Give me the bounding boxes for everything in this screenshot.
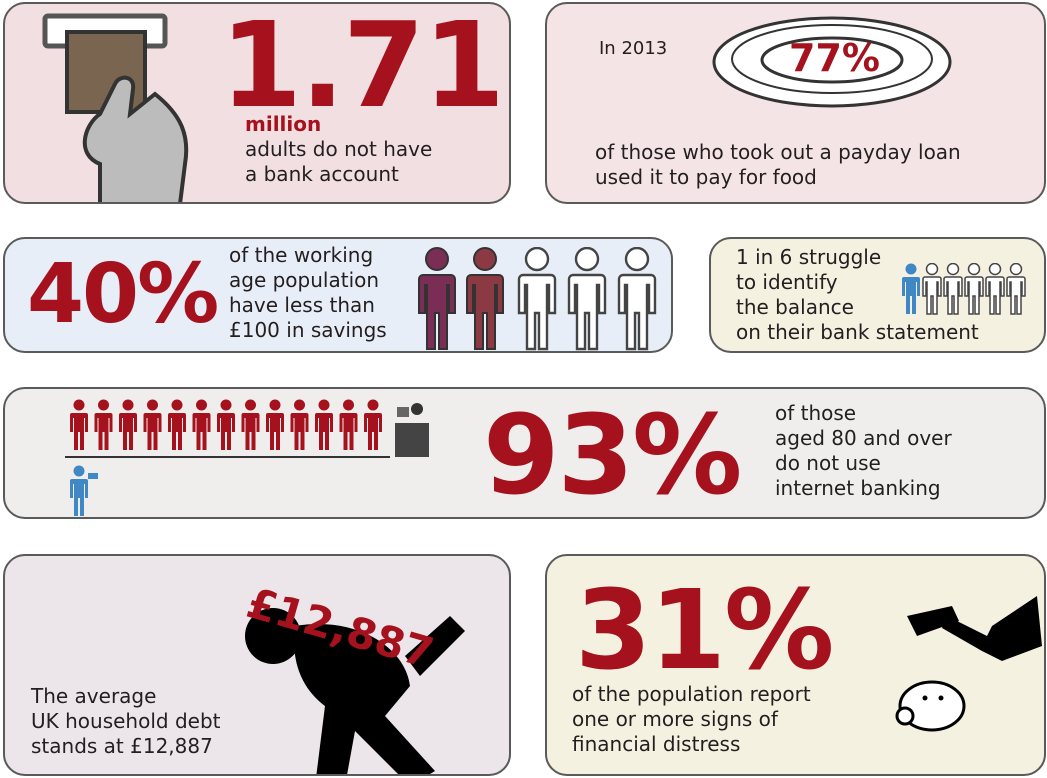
caption-line: £100 in savings (229, 318, 387, 342)
queue-person (70, 399, 88, 450)
queue-person (364, 399, 382, 450)
burdened-figure-icon (245, 608, 465, 774)
caption-line: age population (229, 268, 380, 292)
caption-line: 1 in 6 struggle (736, 245, 882, 269)
queue-person (168, 399, 186, 450)
caption-line: The average (31, 684, 157, 708)
year: In 2013 (599, 38, 668, 59)
caption-line: financial distress (572, 732, 741, 756)
household-debt-panel: £12,887 The average UK household debt st… (3, 554, 511, 776)
caption: of those who took out a payday loan used… (595, 140, 961, 190)
payday-loan-panel: In 2013 77% of those who took out a payd… (545, 2, 1046, 204)
queue-person (290, 399, 309, 450)
caption-line: of the population report (572, 682, 811, 706)
caption-line: of the working (229, 243, 374, 267)
caption-line: used it to pay for food (595, 165, 817, 189)
unit: million (245, 112, 322, 136)
caption-line: have less than (229, 293, 375, 317)
queue-person (217, 399, 235, 450)
caption-line: of those who took out a payday loan (595, 140, 961, 164)
caption-line: do not use (775, 451, 881, 475)
bank-statement-panel: 1 in 6 struggle to identify the balance … (709, 237, 1046, 353)
card-hand-icon (42, 13, 189, 202)
caption-line: to identify (736, 270, 838, 294)
caption: The average UK household debt stands at … (31, 684, 220, 759)
caption-line: of those (775, 401, 857, 425)
caption: of the population report one or more sig… (572, 682, 811, 757)
caption-line: adults do not have (245, 137, 433, 161)
queue-person (192, 399, 211, 450)
caption-line: UK household debt (31, 709, 221, 733)
figure: 93% (483, 391, 742, 519)
internet-banking-panel: 93% of those aged 80 and over do not use… (3, 387, 1046, 519)
plate-icon (712, 16, 952, 108)
queue-person (241, 399, 260, 450)
queue-person (315, 399, 333, 450)
caption: adults do not have a bank account (245, 137, 432, 187)
bank-account-panel: 1.71 million adults do not have a bank a… (3, 2, 511, 204)
queue-person (339, 399, 358, 450)
caption-line: stands at £12,887 (31, 734, 213, 758)
queue-person (94, 399, 113, 450)
hammer-piggy-icon (895, 596, 1042, 732)
queue-person (266, 399, 284, 450)
caption: of those aged 80 and over do not use int… (775, 401, 952, 501)
caption-line: internet banking (775, 476, 941, 500)
figure: 77% (789, 36, 880, 80)
figure: 31% (575, 566, 834, 694)
figure: 1.71 (220, 2, 505, 134)
caption: of the working age population have less … (229, 243, 387, 343)
caption-line: the balance (736, 295, 854, 319)
caption-line: aged 80 and over (775, 426, 952, 450)
savings-panel: 40% of the working age population have l… (3, 237, 673, 353)
figure: 40% (27, 247, 219, 342)
queue-icon (65, 399, 429, 516)
queue-person (143, 399, 162, 450)
caption-line: on their bank statement (736, 320, 979, 344)
people-icons (418, 247, 657, 351)
people-icons (902, 263, 1026, 315)
caption: 1 in 6 struggle to identify the balance … (736, 245, 979, 345)
caption-line: a bank account (245, 162, 399, 186)
queue-person (119, 399, 137, 450)
financial-distress-panel: 31% of the population report one or more… (545, 554, 1046, 776)
caption-line: one or more signs of (572, 707, 778, 731)
